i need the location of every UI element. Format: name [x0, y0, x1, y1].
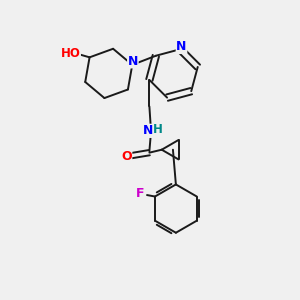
- Text: N: N: [143, 124, 153, 137]
- Text: N: N: [128, 55, 138, 68]
- Text: H: H: [153, 124, 163, 136]
- Text: HO: HO: [61, 47, 80, 60]
- Text: F: F: [136, 187, 145, 200]
- Text: N: N: [176, 40, 187, 53]
- Text: O: O: [121, 150, 132, 163]
